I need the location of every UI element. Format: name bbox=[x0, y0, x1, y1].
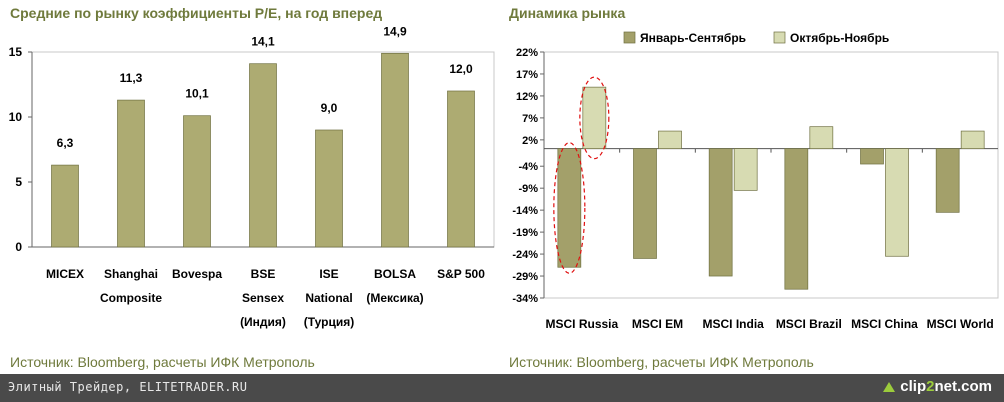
pe-bar bbox=[183, 115, 211, 248]
dynamics-y-tick-label: -9% bbox=[518, 183, 538, 195]
pe-value-label: 10,1 bbox=[185, 87, 209, 101]
dynamics-category-label: MSCI Russia bbox=[545, 317, 618, 331]
dynamics-y-tick-label: 22% bbox=[516, 47, 538, 59]
dynamics-bar bbox=[935, 148, 960, 213]
pe-value-label: 11,3 bbox=[120, 71, 143, 85]
pe-category-label: (Мексика) bbox=[366, 291, 423, 305]
russia-highlight-ellipse bbox=[579, 76, 610, 160]
dynamics-bar bbox=[658, 130, 682, 149]
dynamics-y-tick-label: -4% bbox=[518, 161, 538, 173]
brand-post: net.com bbox=[934, 378, 992, 395]
dynamics-y-tick-label: -29% bbox=[512, 271, 538, 283]
pe-bar bbox=[51, 164, 79, 248]
dynamics-y-tick-label: 7% bbox=[522, 113, 538, 125]
pe-y-tick-label: 5 bbox=[15, 175, 22, 189]
dynamics-bar bbox=[633, 148, 657, 259]
legend-swatch bbox=[623, 31, 636, 44]
dynamics-source-text: Источник: Bloomberg, расчеты ИФК Метропо… bbox=[509, 354, 814, 370]
clip2net-logo[interactable]: clip2net.com bbox=[883, 378, 992, 395]
dynamics-bar bbox=[960, 130, 985, 149]
pe-value-label: 6,3 bbox=[57, 136, 74, 150]
dynamics-y-tick-label: 2% bbox=[522, 135, 538, 147]
pe-category-label: ISE bbox=[319, 267, 338, 281]
dynamics-category-label: MSCI World bbox=[927, 317, 994, 331]
pe-value-label: 9,0 bbox=[321, 101, 338, 115]
pe-y-tick-label: 0 bbox=[15, 240, 22, 254]
pe-bar bbox=[117, 99, 145, 248]
pe-category-label: BSE bbox=[251, 267, 276, 281]
pe-bar bbox=[381, 52, 409, 248]
dynamics-bar bbox=[733, 148, 758, 191]
pe-chart-title: Средние по рынку коэффициенты P/E, на го… bbox=[10, 5, 382, 21]
dynamics-bar bbox=[557, 148, 582, 268]
market-dynamics-chart: Динамика рынка 22% 17% 12% 7% 2% -4% -9% -14% -19… bbox=[509, 5, 999, 370]
pe-bar bbox=[315, 129, 343, 248]
dynamics-bar bbox=[885, 148, 909, 257]
dynamics-bar bbox=[809, 126, 834, 149]
dynamics-category-label: MSCI EM bbox=[632, 317, 683, 331]
dynamics-y-tick-label: -14% bbox=[512, 205, 538, 217]
dynamics-y-tick-label: 17% bbox=[516, 69, 538, 81]
pe-category-label: MICEX bbox=[46, 267, 84, 281]
russia-highlight-ellipse bbox=[553, 142, 586, 274]
pe-category-label: (Турция) bbox=[304, 315, 354, 329]
pe-value-label: 14,9 bbox=[383, 24, 407, 38]
upload-arrow-icon bbox=[883, 382, 896, 392]
dynamics-category-label: MSCI China bbox=[851, 317, 918, 331]
pe-category-label: Composite bbox=[100, 291, 162, 305]
dynamics-y-tick-label: -24% bbox=[512, 249, 538, 261]
dynamics-bar bbox=[708, 148, 733, 277]
legend-label: Октябрь-Ноябрь bbox=[790, 31, 889, 45]
legend-label: Январь-Сентябрь bbox=[640, 31, 746, 45]
dynamics-category-label: MSCI Brazil bbox=[776, 317, 842, 331]
dynamics-plot-area bbox=[543, 51, 999, 299]
pe-category-label: National bbox=[305, 291, 352, 305]
footer-bar: Элитный Трейдер, ELITETRADER.RU clip2net… bbox=[0, 374, 1004, 402]
pe-bar bbox=[447, 90, 475, 248]
legend-swatch bbox=[773, 31, 786, 44]
pe-y-tick-label: 10 bbox=[9, 110, 23, 124]
dynamics-y-tick-label: -19% bbox=[512, 227, 538, 239]
pe-chart: Средние по рынку коэффициенты P/E, на го… bbox=[9, 5, 495, 370]
pe-category-label: S&P 500 bbox=[437, 267, 485, 281]
pe-y-tick-label: 15 bbox=[9, 45, 23, 59]
pe-source-text: Источник: Bloomberg, расчеты ИФК Метропо… bbox=[10, 354, 315, 370]
dynamics-y-tick-label: 12% bbox=[516, 91, 538, 103]
dynamics-category-label: MSCI India bbox=[702, 317, 764, 331]
dynamics-chart-title: Динамика рынка bbox=[509, 5, 625, 21]
brand-two: 2 bbox=[926, 378, 935, 395]
pe-category-label: Shanghai bbox=[104, 267, 158, 281]
pe-value-label: 14,1 bbox=[251, 35, 275, 49]
pe-category-label: (Индия) bbox=[240, 315, 286, 329]
brand-pre: clip bbox=[900, 378, 927, 395]
pe-category-label: Bovespa bbox=[172, 267, 222, 281]
footer-site-text: Элитный Трейдер, ELITETRADER.RU bbox=[8, 380, 248, 394]
pe-category-label: Sensex bbox=[242, 291, 284, 305]
pe-bar bbox=[249, 63, 277, 248]
dynamics-bar bbox=[582, 86, 607, 149]
pe-category-label: BOLSA bbox=[374, 267, 416, 281]
dynamics-y-tick-label: -34% bbox=[512, 293, 538, 305]
dynamics-bar bbox=[860, 148, 884, 165]
dynamics-bar bbox=[784, 148, 809, 290]
pe-value-label: 12,0 bbox=[449, 62, 473, 76]
